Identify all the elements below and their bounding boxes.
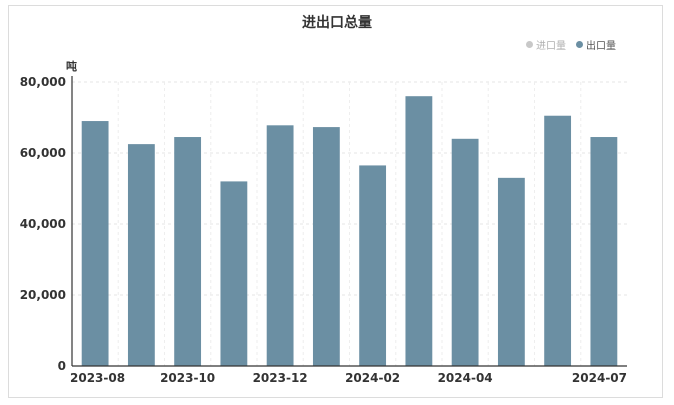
y-axis-ticks: 0 20,000 40,000 60,000 80,000 — [20, 75, 66, 373]
legend-import-marker — [526, 41, 533, 48]
legend: 进口量 出口量 — [526, 37, 616, 52]
bar-2023-10 — [174, 137, 202, 366]
x-tick-label: 2023-10 — [160, 371, 215, 385]
bar-2023-11 — [220, 181, 248, 366]
y-tick-label: 80,000 — [20, 75, 66, 89]
legend-item-import[interactable]: 进口量 — [526, 37, 566, 52]
bar-2024-01 — [312, 127, 340, 367]
bar-2024-07 — [590, 137, 618, 366]
grid-lines — [72, 81, 627, 366]
bar-2024-02 — [359, 165, 387, 366]
bar-2024-05 — [497, 177, 525, 366]
bar-2023-08 — [81, 121, 109, 366]
y-tick-label: 20,000 — [20, 288, 66, 302]
axes — [71, 76, 627, 367]
bar-2024-06 — [544, 115, 572, 366]
bars — [81, 96, 618, 367]
bar-2023-09 — [127, 144, 155, 366]
y-axis-unit: 吨 — [66, 60, 77, 73]
y-tick-label: 0 — [58, 359, 66, 373]
bar-2024-04 — [451, 138, 479, 366]
x-axis-ticks: 2023-08 2023-10 2023-12 2024-02 2024-04 2024-… — [70, 371, 627, 385]
legend-item-export[interactable]: 出口量 — [576, 37, 616, 52]
legend-export-label: 出口量 — [586, 41, 616, 52]
x-tick-label: 2024-02 — [345, 371, 400, 385]
x-tick-label: 2024-07 — [572, 371, 627, 385]
x-tick-label: 2023-12 — [253, 371, 308, 385]
chart-title: 进出口总量 — [302, 15, 372, 31]
x-tick-label: 2024-04 — [438, 371, 493, 385]
bar-2024-03 — [405, 96, 433, 366]
y-tick-label: 60,000 — [20, 146, 66, 160]
x-tick-label: 2023-08 — [70, 371, 125, 385]
y-tick-label: 40,000 — [20, 217, 66, 231]
bar-2023-12 — [266, 125, 294, 366]
legend-export-marker — [576, 41, 583, 48]
legend-import-label: 进口量 — [536, 41, 566, 52]
